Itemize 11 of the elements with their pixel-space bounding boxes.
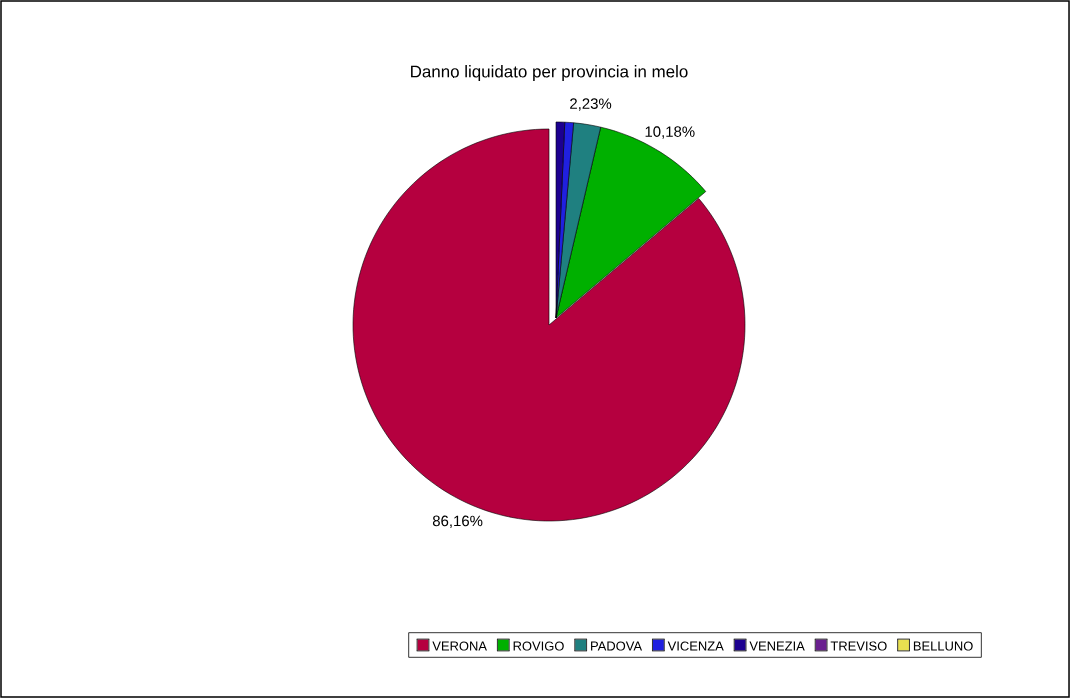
data-label: 2,23% bbox=[570, 98, 612, 111]
legend-label: ROVIGO bbox=[513, 641, 564, 651]
data-label: 10,18% bbox=[645, 126, 695, 139]
chart-title: Danno liquidato per provincia in melo bbox=[411, 65, 688, 81]
legend-label: TREVISO bbox=[830, 641, 887, 651]
data-label: 86,16% bbox=[432, 515, 483, 528]
legend-label: VICENZA bbox=[667, 641, 724, 651]
legend-label: VERONA bbox=[432, 641, 487, 651]
legend-label: BELLUNO bbox=[913, 641, 973, 651]
legend-label: PADOVA bbox=[591, 641, 643, 651]
legend-label: VENEZIA bbox=[749, 641, 805, 651]
